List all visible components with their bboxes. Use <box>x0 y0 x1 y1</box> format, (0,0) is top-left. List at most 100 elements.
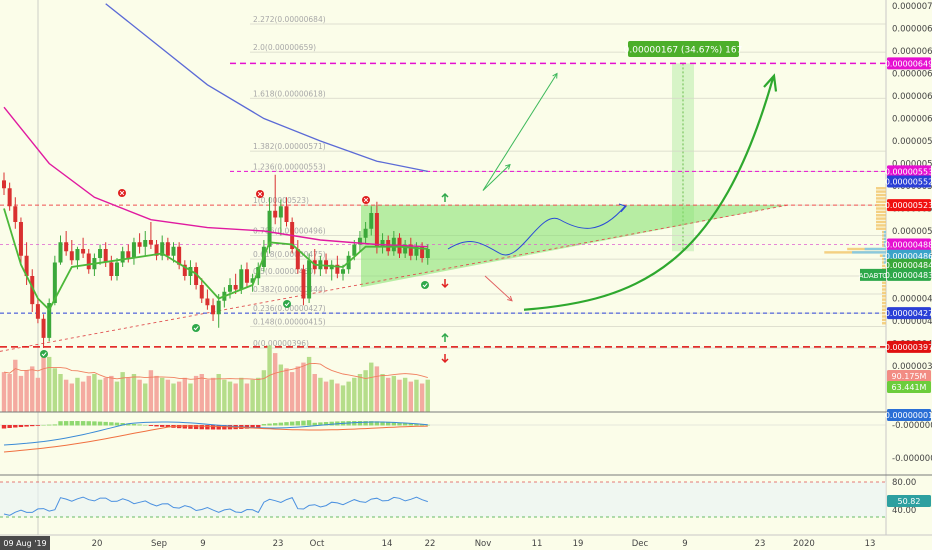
profile-bar-value-area <box>883 237 886 241</box>
volume-bar <box>35 377 41 412</box>
volume-bar <box>69 383 74 412</box>
volume-bar <box>165 379 171 412</box>
candle-body <box>115 262 119 276</box>
volume-bar <box>188 383 193 412</box>
macd-histogram-bar <box>414 423 419 426</box>
volume-tag: 90.175M <box>892 372 927 381</box>
price-tag: 0.00000552 <box>885 178 932 187</box>
volume-bar <box>340 385 346 412</box>
up-arrow-icon-head <box>441 332 449 338</box>
candle-body <box>143 240 148 247</box>
target-annotation: 0.00000167 (34.67%) 167 <box>624 46 743 56</box>
volume-bar <box>284 368 289 412</box>
ma-magenta <box>3 106 428 248</box>
profile-bar <box>882 315 886 318</box>
time-tick-label: 2020 <box>793 539 815 549</box>
time-tick-label: 19 <box>573 539 584 549</box>
fib-label: 0.236(0.00000427) <box>253 304 326 313</box>
down-arrow-icon-head <box>441 283 449 289</box>
rsi-panel <box>0 481 932 536</box>
volume-bar <box>176 381 182 412</box>
profile-bar <box>882 295 886 298</box>
profile-bar <box>882 264 886 268</box>
candle-body <box>369 213 374 229</box>
macd-histogram-bar <box>30 425 35 427</box>
profile-bar <box>876 227 886 230</box>
macd-histogram-bar <box>109 422 114 426</box>
candle-body <box>211 305 216 315</box>
macd-histogram-bar <box>374 421 380 426</box>
projection-path <box>447 205 626 256</box>
macd-histogram-bar <box>278 422 284 426</box>
macd-histogram-bar <box>210 425 216 430</box>
volume-bar <box>120 372 125 412</box>
macd-histogram-bar <box>165 425 171 428</box>
macd-histogram-bar <box>131 423 137 426</box>
candle-body <box>35 304 40 319</box>
macd-histogram-bar <box>352 421 357 426</box>
volume-bars <box>1 345 430 412</box>
candle-body <box>75 249 80 261</box>
rsi-line <box>3 496 428 516</box>
volume-bar <box>346 381 351 412</box>
time-cursor-label: 09 Aug '19 <box>3 539 46 548</box>
price-tick-label: 0.00000700 <box>892 2 932 12</box>
buy-signal-check <box>422 283 428 288</box>
macd-histogram-bar <box>80 421 86 426</box>
price-tags: 0.00000649 0.00000553 0.00000552 0.00000523… <box>859 57 932 507</box>
candle-body <box>295 249 300 270</box>
candle-body <box>2 180 6 189</box>
profile-bar <box>882 308 886 311</box>
volume-bar <box>114 381 120 412</box>
volume-bar <box>13 359 18 412</box>
volume-bar <box>47 356 52 412</box>
price-tag-box <box>887 199 931 212</box>
macd-histogram-bar <box>205 425 210 430</box>
volume-bar <box>182 377 187 412</box>
macd-histogram-bar <box>13 425 18 428</box>
profile-bar <box>882 311 886 315</box>
fib-label: 2.272(0.00000684) <box>253 15 326 24</box>
volume-ma <box>3 362 428 380</box>
macd-histogram-bar <box>369 421 374 426</box>
fib-label: 1.382(0.00000571) <box>253 142 326 151</box>
symbol-price-tag-box <box>887 268 931 281</box>
volume-bar <box>425 379 430 412</box>
profile-bar <box>876 210 886 214</box>
candle-body <box>420 246 425 258</box>
symbol-tag-box <box>860 268 886 281</box>
candle-body <box>98 249 103 258</box>
candle-body <box>357 237 362 245</box>
macd-tick-label: -0.00000002 <box>892 421 932 431</box>
moving-averages <box>3 3 428 312</box>
price-tag: 0.00000486 <box>885 252 932 261</box>
macd-histogram-bar <box>318 422 323 426</box>
fib-label: 0.382(0.00000444) <box>253 285 326 294</box>
support-trendline <box>0 204 789 352</box>
volume-bar <box>137 379 142 412</box>
fib-label: 0(0.00000396) <box>253 339 309 348</box>
rsi-tick-label: 40.00 <box>892 506 916 516</box>
drawings <box>0 62 886 352</box>
macd-histogram-bar <box>363 421 368 426</box>
macd-histogram-bar <box>120 423 125 426</box>
time-tick-label: 20 <box>92 539 103 549</box>
macd-histogram-bar <box>1 425 7 429</box>
volume-bar <box>41 353 46 412</box>
macd-histogram-bar <box>261 424 267 426</box>
candle-body <box>363 228 368 238</box>
profile-bar <box>876 214 886 217</box>
macd-histogram-bar <box>126 423 131 426</box>
time-tick-label: 23 <box>755 539 766 549</box>
candle-body <box>194 267 199 285</box>
price-tag-box <box>887 165 931 178</box>
volume-bar <box>357 374 363 412</box>
fib-label: 0.786(0.00000496) <box>253 227 326 236</box>
time-tick-label: 22 <box>425 539 436 549</box>
rsi-tag-box <box>887 495 931 507</box>
fib-label: 1.236(0.00000553) <box>253 162 326 171</box>
macd-histogram-bar <box>402 422 408 426</box>
profile-bar <box>876 200 886 203</box>
volume-bar <box>52 368 58 412</box>
